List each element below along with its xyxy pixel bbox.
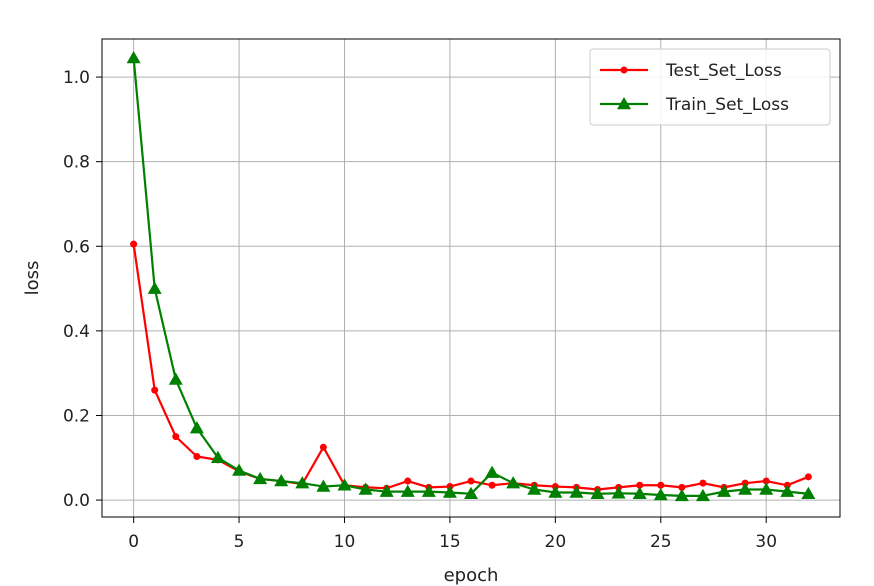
legend-swatch-marker [620, 66, 628, 74]
data-point [253, 471, 268, 485]
data-point [295, 476, 310, 489]
data-point [632, 486, 647, 499]
legend-label: Test_Set_Loss [665, 61, 782, 81]
data-point [126, 51, 141, 64]
data-point [485, 465, 500, 478]
data-point [488, 481, 496, 489]
y-tick-label: 0.0 [63, 491, 90, 511]
data-point [674, 488, 689, 502]
axis-ticks: 0 5 10 15 20 25 30 0.0 0.2 0.4 0.6 0.8 1.0 [63, 68, 777, 552]
data-point [717, 484, 732, 497]
data-point [738, 482, 753, 495]
legend-item: Test_Set_Loss [600, 61, 782, 81]
x-tick-label: 15 [439, 532, 461, 552]
x-tick-label: 10 [334, 532, 356, 552]
data-point [210, 450, 225, 464]
data-point [130, 240, 138, 248]
series-test-set-loss [130, 240, 812, 494]
plot-frame [101, 38, 841, 518]
legend-box [589, 48, 831, 126]
data-point [611, 486, 626, 499]
data-point [464, 486, 478, 499]
data-point [421, 484, 436, 497]
data-point [400, 484, 415, 497]
data-point [506, 476, 521, 489]
data-point [699, 479, 707, 487]
data-point [467, 477, 475, 485]
data-point [232, 463, 247, 476]
data-point [678, 483, 686, 491]
data-point [151, 386, 159, 394]
y-tick-label: 1.0 [63, 68, 90, 88]
data-point [274, 474, 289, 487]
data-point [804, 473, 812, 481]
data-point [527, 482, 542, 495]
y-tick-label: 0.2 [63, 406, 90, 426]
legend-item: Train_Set_Loss [600, 95, 789, 115]
x-tick-label: 25 [650, 532, 672, 552]
series-group [126, 51, 816, 502]
legend-label: Train_Set_Loss [665, 95, 789, 115]
y-tick-label: 0.8 [63, 153, 90, 173]
data-point [358, 482, 373, 495]
data-point [168, 372, 183, 385]
x-tick-label: 5 [234, 532, 245, 552]
series-train-set-loss [126, 51, 816, 502]
data-point [569, 485, 584, 498]
x-axis-label: epoch [444, 565, 499, 586]
legend-swatch-marker [617, 97, 631, 110]
y-tick-label: 0.4 [63, 322, 90, 342]
data-point [404, 477, 412, 485]
x-tick-label: 20 [545, 532, 567, 552]
data-point [657, 481, 665, 489]
data-point [147, 281, 162, 294]
data-point [653, 488, 668, 501]
y-axis-label: loss [22, 261, 43, 296]
x-tick-label: 0 [128, 532, 139, 552]
data-point [590, 486, 605, 499]
data-point [337, 478, 352, 491]
data-point [548, 485, 563, 498]
data-point [695, 488, 710, 502]
data-point [442, 485, 457, 498]
legend: Test_Set_Loss Train_Set_Loss [589, 48, 831, 126]
data-point [636, 481, 644, 489]
data-point [762, 477, 770, 485]
y-tick-label: 0.6 [63, 237, 90, 257]
data-point [172, 433, 180, 441]
data-point [316, 479, 331, 492]
data-point [189, 421, 204, 434]
data-point [801, 486, 816, 499]
series-line [132, 244, 809, 491]
data-point [780, 484, 795, 497]
data-point [193, 453, 201, 461]
data-point [759, 482, 774, 495]
x-tick-label: 30 [755, 532, 777, 552]
data-point [379, 484, 394, 497]
data-point [319, 443, 327, 451]
